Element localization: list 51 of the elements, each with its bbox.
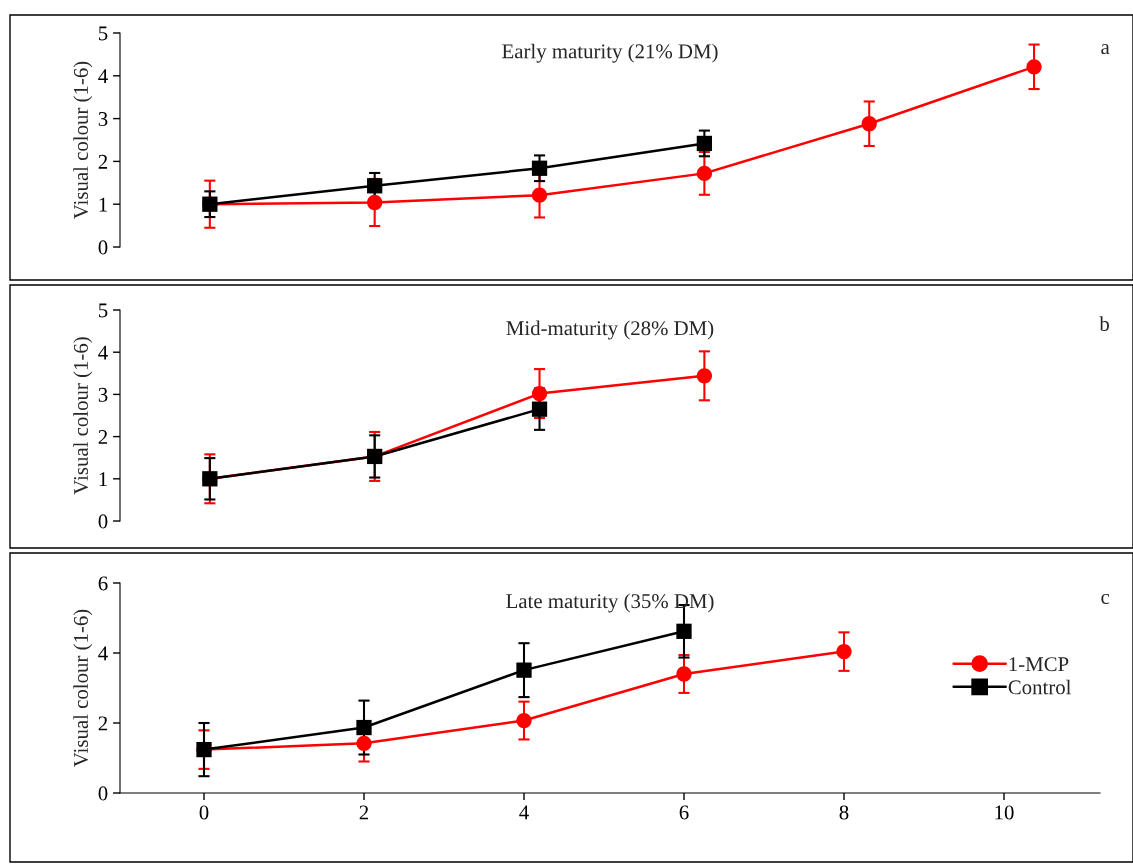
point bbox=[836, 643, 852, 660]
point bbox=[367, 194, 383, 211]
y-tick-label: 3 bbox=[98, 387, 108, 402]
point bbox=[1026, 59, 1042, 75]
point bbox=[356, 719, 372, 736]
point bbox=[367, 178, 383, 194]
y-tick-label: 4 bbox=[98, 69, 108, 84]
chart-title: Early maturity (21% DM) bbox=[502, 43, 718, 63]
y-tick-label: 2 bbox=[98, 430, 108, 444]
y-axis-title: Visual colour (1-6) bbox=[73, 337, 93, 495]
y-tick-label: 6 bbox=[98, 576, 108, 591]
y-tick-label: 4 bbox=[98, 646, 108, 661]
x-tick-label: 6 bbox=[679, 805, 689, 820]
y-tick-label: 1 bbox=[99, 197, 107, 212]
y-tick-label: 5 bbox=[98, 26, 108, 41]
point bbox=[516, 712, 532, 729]
point bbox=[696, 368, 713, 384]
point bbox=[531, 385, 548, 402]
point bbox=[696, 135, 713, 152]
y-axis-title: Visual colour (1-6) bbox=[73, 609, 93, 767]
y-tick-label: 1 bbox=[99, 472, 107, 487]
point bbox=[696, 165, 713, 182]
chart-title: Mid-maturity (28% DM) bbox=[506, 320, 714, 340]
x-tick-label: 0 bbox=[199, 805, 209, 820]
y-tick-label: 2 bbox=[98, 716, 108, 731]
y-tick-label: 0 bbox=[98, 786, 108, 801]
x-tick-label: 10 bbox=[995, 805, 1014, 820]
point bbox=[531, 401, 548, 417]
annotation: b bbox=[1099, 316, 1110, 331]
y-axis-title: Visual colour (1-6) bbox=[73, 61, 93, 219]
point bbox=[531, 160, 548, 176]
y-tick-label: 4 bbox=[98, 345, 108, 360]
x-tick-label: 8 bbox=[839, 805, 849, 820]
text: c bbox=[1101, 593, 1110, 604]
y-tick-label: 3 bbox=[98, 112, 108, 127]
point bbox=[676, 623, 692, 639]
point bbox=[531, 187, 548, 203]
y-tick-label: 2 bbox=[98, 154, 108, 169]
legend-label: Control bbox=[1008, 679, 1072, 695]
point bbox=[356, 735, 372, 751]
legend-label: 1-MCP bbox=[1009, 657, 1069, 672]
point bbox=[676, 666, 692, 682]
y-tick-label: 5 bbox=[98, 303, 108, 318]
x-tick-label: 2 bbox=[359, 805, 369, 820]
annotation: a bbox=[1101, 44, 1110, 55]
point bbox=[861, 116, 877, 132]
y-tick-label: 0 bbox=[98, 240, 108, 255]
chart-title: Late maturity (35% DM) bbox=[506, 593, 714, 613]
y-tick-label: 0 bbox=[98, 514, 108, 529]
point bbox=[516, 662, 532, 678]
x-tick-label: 4 bbox=[519, 805, 529, 820]
